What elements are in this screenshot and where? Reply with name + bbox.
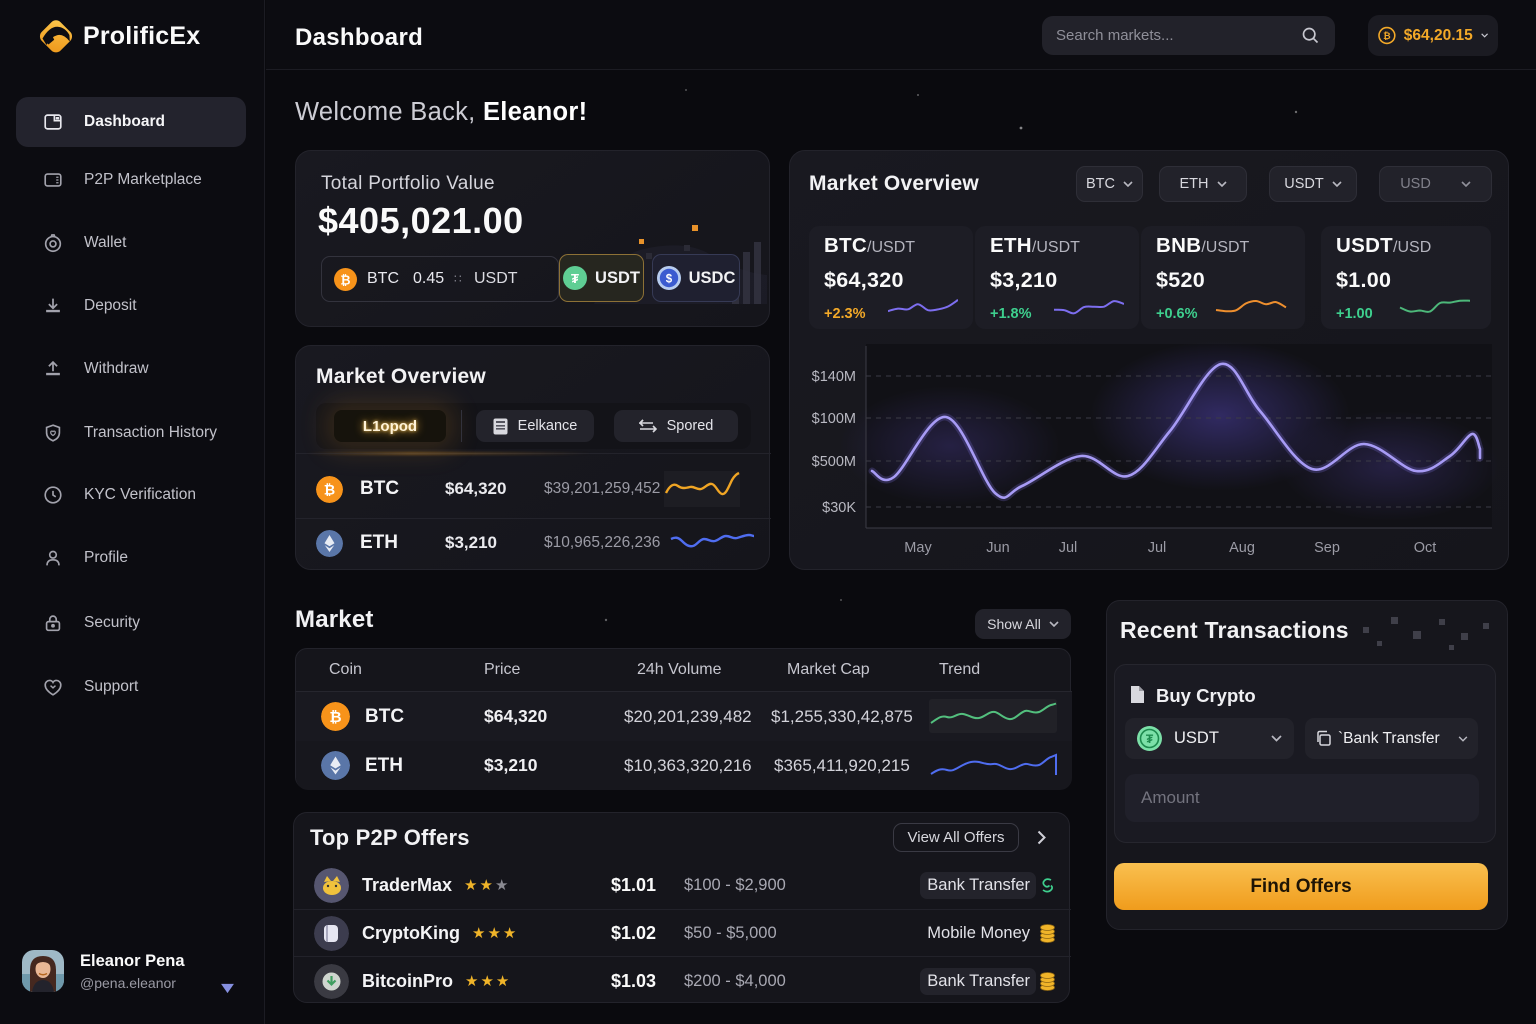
svg-text:$500M: $500M [812,454,856,470]
svg-text:May: May [904,540,932,556]
svg-text:Jun: Jun [986,540,1009,556]
svg-text:$100M: $100M [812,411,856,427]
svg-text:₮: ₮ [571,271,579,286]
svg-text:Oct: Oct [1414,540,1437,556]
svg-text:Jul: Jul [1059,540,1078,556]
svg-text:Jul: Jul [1148,540,1167,556]
svg-text:Sep: Sep [1314,540,1340,556]
svg-text:₿: ₿ [1383,31,1391,41]
svg-text:₮: ₮ [1146,732,1154,746]
svg-text:$: $ [665,273,672,285]
svg-text:Aug: Aug [1229,540,1255,556]
svg-text:$30K: $30K [822,500,856,516]
svg-text:₿: ₿ [340,273,350,287]
svg-text:₿: ₿ [324,481,335,497]
svg-text:₿: ₿ [329,709,341,726]
svg-text:$140M: $140M [812,369,856,385]
